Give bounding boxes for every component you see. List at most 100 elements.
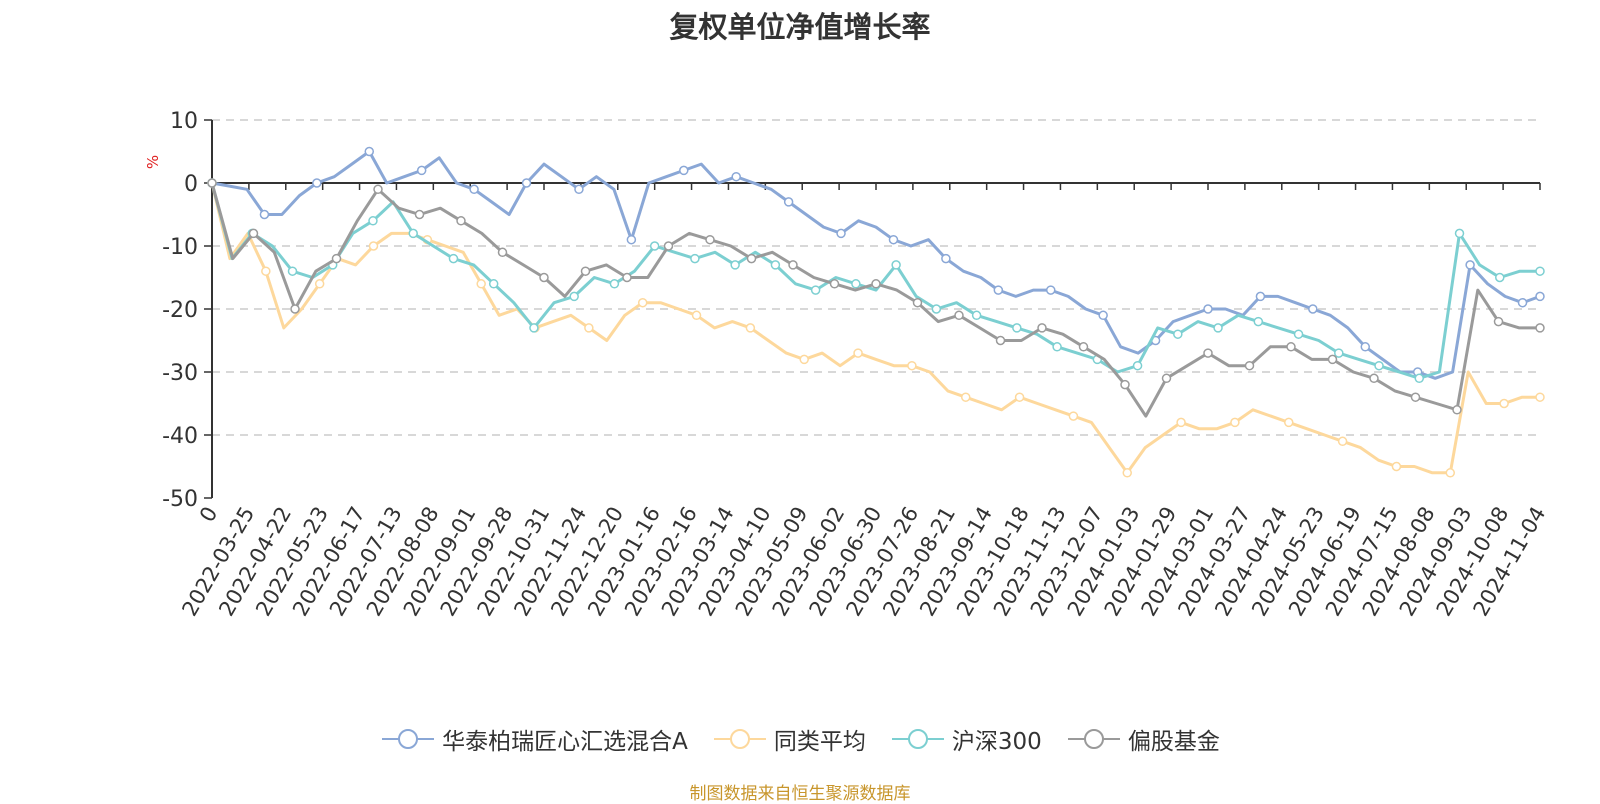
data-point <box>569 291 579 302</box>
y-tick-label: -10 <box>162 235 198 260</box>
data-point <box>1045 285 1056 295</box>
data-point <box>1535 323 1545 333</box>
y-tick-label: -40 <box>162 424 198 449</box>
data-point <box>1068 411 1079 421</box>
data-point <box>1255 291 1266 302</box>
legend-line-circle-icon <box>891 729 944 749</box>
data-point <box>907 360 917 371</box>
data-point <box>1308 304 1318 314</box>
data-point <box>1334 348 1344 358</box>
data-point <box>1078 342 1089 352</box>
data-point <box>888 234 899 245</box>
grid-lines <box>212 119 1540 436</box>
legend-line-circle-icon <box>713 729 766 749</box>
legend-line-circle-icon <box>382 729 435 749</box>
data-point <box>1230 417 1240 428</box>
data-point <box>584 323 594 333</box>
legend: 华泰柏瑞匠心汇选混合A 同类平均 沪深300 偏股基金 <box>0 722 1600 756</box>
legend-item-3[interactable]: 偏股基金 <box>1066 722 1220 756</box>
data-point <box>891 260 901 270</box>
data-point <box>1493 316 1504 327</box>
legend-item-1[interactable]: 同类平均 <box>712 722 866 756</box>
data-point <box>1454 228 1465 239</box>
data-point <box>1499 398 1509 409</box>
data-point <box>1052 342 1062 352</box>
data-point <box>746 253 757 264</box>
data-point <box>871 279 881 289</box>
data-point <box>931 304 942 314</box>
data-point <box>364 146 375 157</box>
series-3 <box>207 178 1545 418</box>
series-line <box>210 182 1540 475</box>
data-point <box>488 279 499 289</box>
data-point <box>287 266 298 276</box>
data-point <box>691 310 702 321</box>
legend-item-2[interactable]: 沪深300 <box>890 722 1042 756</box>
data-point <box>995 335 1006 346</box>
y-tick-label: -30 <box>162 361 198 386</box>
data-point <box>1037 323 1047 333</box>
data-point <box>1535 266 1545 276</box>
data-point <box>1517 297 1528 308</box>
series-line <box>211 150 1541 380</box>
data-point <box>941 253 951 264</box>
y-tick-label: -50 <box>162 487 198 512</box>
data-point <box>836 228 846 239</box>
y-tick-label: 0 <box>184 172 198 197</box>
data-point <box>290 304 300 314</box>
data-point <box>1293 329 1304 339</box>
data-point <box>810 285 821 295</box>
data-point <box>1286 342 1296 352</box>
data-point <box>1173 329 1183 339</box>
data-point <box>580 266 591 276</box>
y-tick-label: -20 <box>162 298 198 323</box>
source-note: 制图数据来自恒生聚源数据库 <box>689 784 911 804</box>
data-point <box>373 184 383 195</box>
data-point <box>1213 323 1223 333</box>
data-point <box>626 234 637 245</box>
data-point <box>730 260 740 270</box>
data-point <box>853 348 863 358</box>
data-point <box>622 272 632 283</box>
data-point <box>259 209 270 220</box>
data-point <box>574 184 584 195</box>
data-point <box>539 272 549 283</box>
x-tick-label: 0 <box>195 503 222 527</box>
data-point <box>1176 417 1186 428</box>
data-point <box>1253 316 1264 327</box>
data-point <box>476 279 486 289</box>
series-line <box>210 182 1540 380</box>
data-point <box>705 234 715 245</box>
data-point <box>1414 373 1425 384</box>
data-point <box>207 178 217 188</box>
series-2 <box>207 178 1545 384</box>
data-point <box>1161 373 1172 384</box>
data-point <box>954 310 964 321</box>
data-point <box>1465 260 1475 270</box>
data-point <box>1391 461 1402 472</box>
legend-label: 同类平均 <box>773 729 866 755</box>
data-point <box>1203 348 1213 358</box>
data-point <box>1284 417 1294 428</box>
data-point <box>960 392 971 402</box>
data-point <box>649 241 660 251</box>
data-point <box>368 216 378 226</box>
data-point <box>414 209 425 220</box>
legend-label: 沪深300 <box>951 729 1042 755</box>
data-point <box>469 184 479 195</box>
data-point <box>521 178 532 188</box>
data-point <box>799 354 809 365</box>
data-point <box>788 260 798 270</box>
data-point <box>1369 373 1379 384</box>
legend-item-0[interactable]: 华泰柏瑞匠心汇选混合A <box>380 722 688 756</box>
data-point <box>851 279 861 289</box>
data-point <box>993 285 1004 295</box>
series-0 <box>207 146 1545 380</box>
data-point <box>312 178 322 188</box>
data-point <box>731 171 741 182</box>
data-point <box>416 165 427 176</box>
data-point <box>690 253 700 264</box>
data-point <box>1014 392 1025 402</box>
data-point <box>912 297 923 308</box>
series-lines <box>207 146 1545 478</box>
